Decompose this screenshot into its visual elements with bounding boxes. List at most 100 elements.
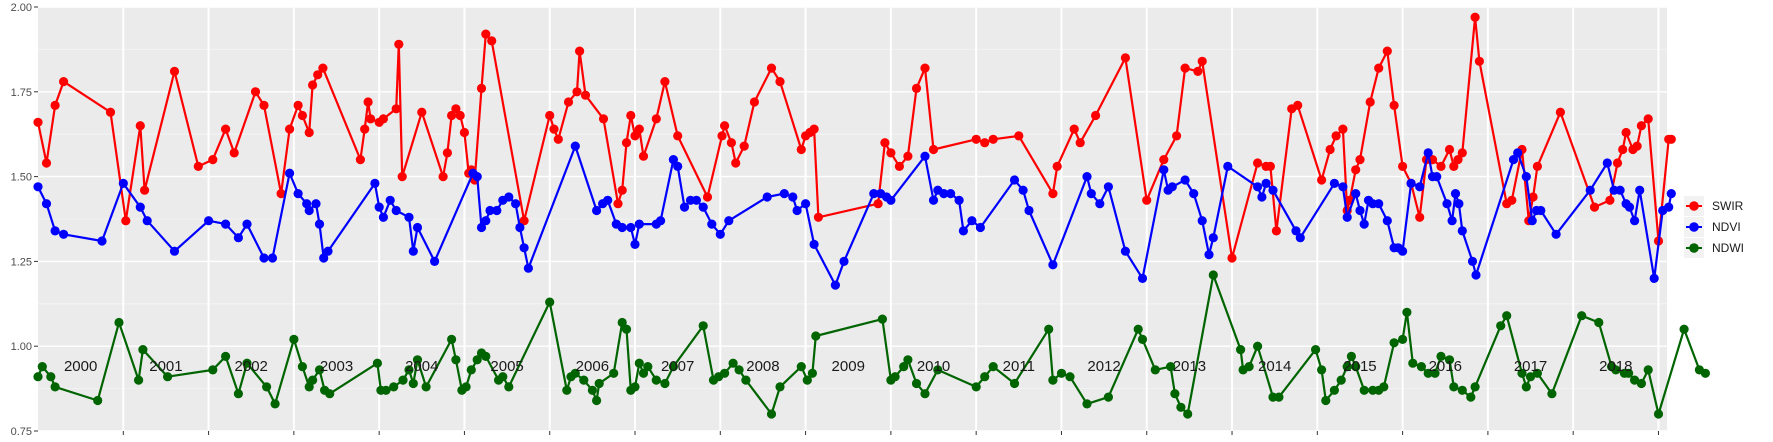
data-point-ndwi: [587, 385, 598, 395]
data-point-ndvi: [1167, 182, 1177, 192]
year-label-2016: 2016: [1429, 358, 1462, 375]
y-tick-label: 2.00: [11, 2, 32, 14]
data-point-ndvi: [626, 222, 636, 233]
data-point-ndvi: [1467, 256, 1478, 266]
data-point-ndvi: [169, 246, 180, 256]
year-label-2013: 2013: [1173, 358, 1206, 375]
data-point-swir: [1325, 144, 1335, 155]
data-point-ndvi: [1086, 189, 1096, 199]
data-point-ndvi: [293, 189, 303, 199]
data-point-swir: [545, 110, 555, 121]
year-label-2017: 2017: [1514, 358, 1547, 375]
data-point-ndwi: [1402, 307, 1412, 317]
data-point-ndwi: [289, 334, 299, 344]
data-point-swir: [366, 114, 376, 124]
data-point-ndvi: [1521, 172, 1531, 182]
year-label-2001: 2001: [149, 358, 182, 375]
data-point-ndvi: [673, 161, 683, 171]
data-point-swir: [455, 110, 465, 121]
data-point-ndwi: [325, 389, 335, 399]
data-point-swir: [487, 36, 497, 46]
data-point-swir: [726, 138, 737, 148]
data-point-ndwi: [1389, 338, 1399, 348]
data-point-ndwi: [451, 355, 461, 365]
data-point-swir: [1449, 161, 1459, 171]
data-point-ndvi: [1374, 199, 1384, 209]
data-point-ndwi: [466, 365, 476, 375]
legend-label-ndwi: NDWI: [1712, 241, 1744, 255]
data-point-ndvi: [1635, 185, 1645, 195]
data-point-ndwi: [1082, 399, 1092, 409]
data-point-swir: [873, 199, 883, 209]
data-point-ndwi: [720, 368, 730, 378]
data-point-ndvi: [1624, 202, 1635, 212]
data-point-swir: [1453, 155, 1463, 165]
data-point-ndwi: [1317, 365, 1327, 375]
data-point-ndwi: [1133, 324, 1143, 334]
panel: 2000 2001 2002 2003 2004 2005 2006 2007 2008 2009…: [33, 6, 1710, 432]
data-point-ndvi: [1261, 178, 1271, 188]
data-point-swir: [702, 192, 713, 202]
data-point-swir: [1415, 212, 1425, 222]
data-point-swir: [1589, 202, 1600, 212]
data-point-ndvi: [592, 205, 602, 216]
data-point-swir: [121, 216, 131, 226]
data-point-swir: [1666, 134, 1676, 144]
year-label-2007: 2007: [661, 358, 694, 375]
data-point-ndvi: [1536, 205, 1546, 216]
data-point-swir: [980, 138, 990, 148]
data-point-ndwi: [545, 297, 555, 307]
series-layer: [33, 12, 1710, 419]
data-point-swir: [971, 134, 981, 144]
legend-key-point: [1689, 222, 1699, 232]
data-point-swir: [476, 83, 487, 93]
data-point-ndvi: [1189, 189, 1199, 199]
data-point-ndwi: [630, 382, 640, 392]
data-point-ndvi: [59, 229, 69, 239]
data-point-ndwi: [1044, 324, 1054, 334]
data-point-ndwi: [314, 365, 325, 375]
y-tick-label: 1.00: [11, 341, 32, 353]
data-point-swir: [447, 110, 457, 121]
data-point-ndvi: [691, 195, 702, 205]
data-point-ndvi: [668, 155, 679, 165]
data-point-ndwi: [617, 317, 627, 328]
data-point-swir: [1253, 158, 1263, 168]
data-point-ndwi: [638, 368, 649, 378]
data-point-swir: [1293, 100, 1303, 110]
year-label-2008: 2008: [746, 358, 779, 375]
data-point-ndwi: [1336, 375, 1346, 385]
data-point-swir: [41, 158, 52, 168]
data-point-ndvi: [886, 195, 896, 205]
data-point-ndvi: [1351, 189, 1361, 199]
series-swir: [33, 12, 1676, 263]
data-point-ndvi: [510, 199, 521, 209]
data-point-ndvi: [259, 253, 269, 263]
data-point-ndvi: [946, 189, 956, 199]
data-point-ndvi: [1137, 273, 1148, 283]
year-label-2012: 2012: [1087, 358, 1120, 375]
data-point-swir: [1351, 165, 1361, 175]
data-point-ndwi: [308, 375, 318, 385]
data-point-ndwi: [1525, 372, 1536, 382]
data-point-ndvi: [1447, 216, 1457, 226]
data-point-ndvi: [233, 233, 243, 243]
data-point-ndwi: [1150, 365, 1160, 375]
data-point-swir: [613, 199, 623, 209]
data-point-ndvi: [1024, 205, 1034, 216]
data-point-ndwi: [1065, 372, 1075, 382]
data-point-swir: [355, 155, 365, 165]
data-point-ndvi: [391, 205, 401, 216]
data-point-swir: [1532, 161, 1542, 171]
data-point-swir: [1382, 46, 1392, 56]
data-point-ndvi: [679, 202, 690, 212]
data-point-swir: [1120, 53, 1130, 63]
legend-key-point: [1689, 201, 1699, 211]
data-point-ndvi: [1268, 185, 1278, 195]
data-point-swir: [1632, 141, 1642, 151]
data-point-ndwi: [1624, 368, 1634, 378]
data-point-swir: [575, 46, 585, 56]
data-point-ndvi: [311, 199, 321, 209]
data-point-ndwi: [1408, 358, 1418, 368]
data-point-ndvi: [1432, 172, 1442, 182]
